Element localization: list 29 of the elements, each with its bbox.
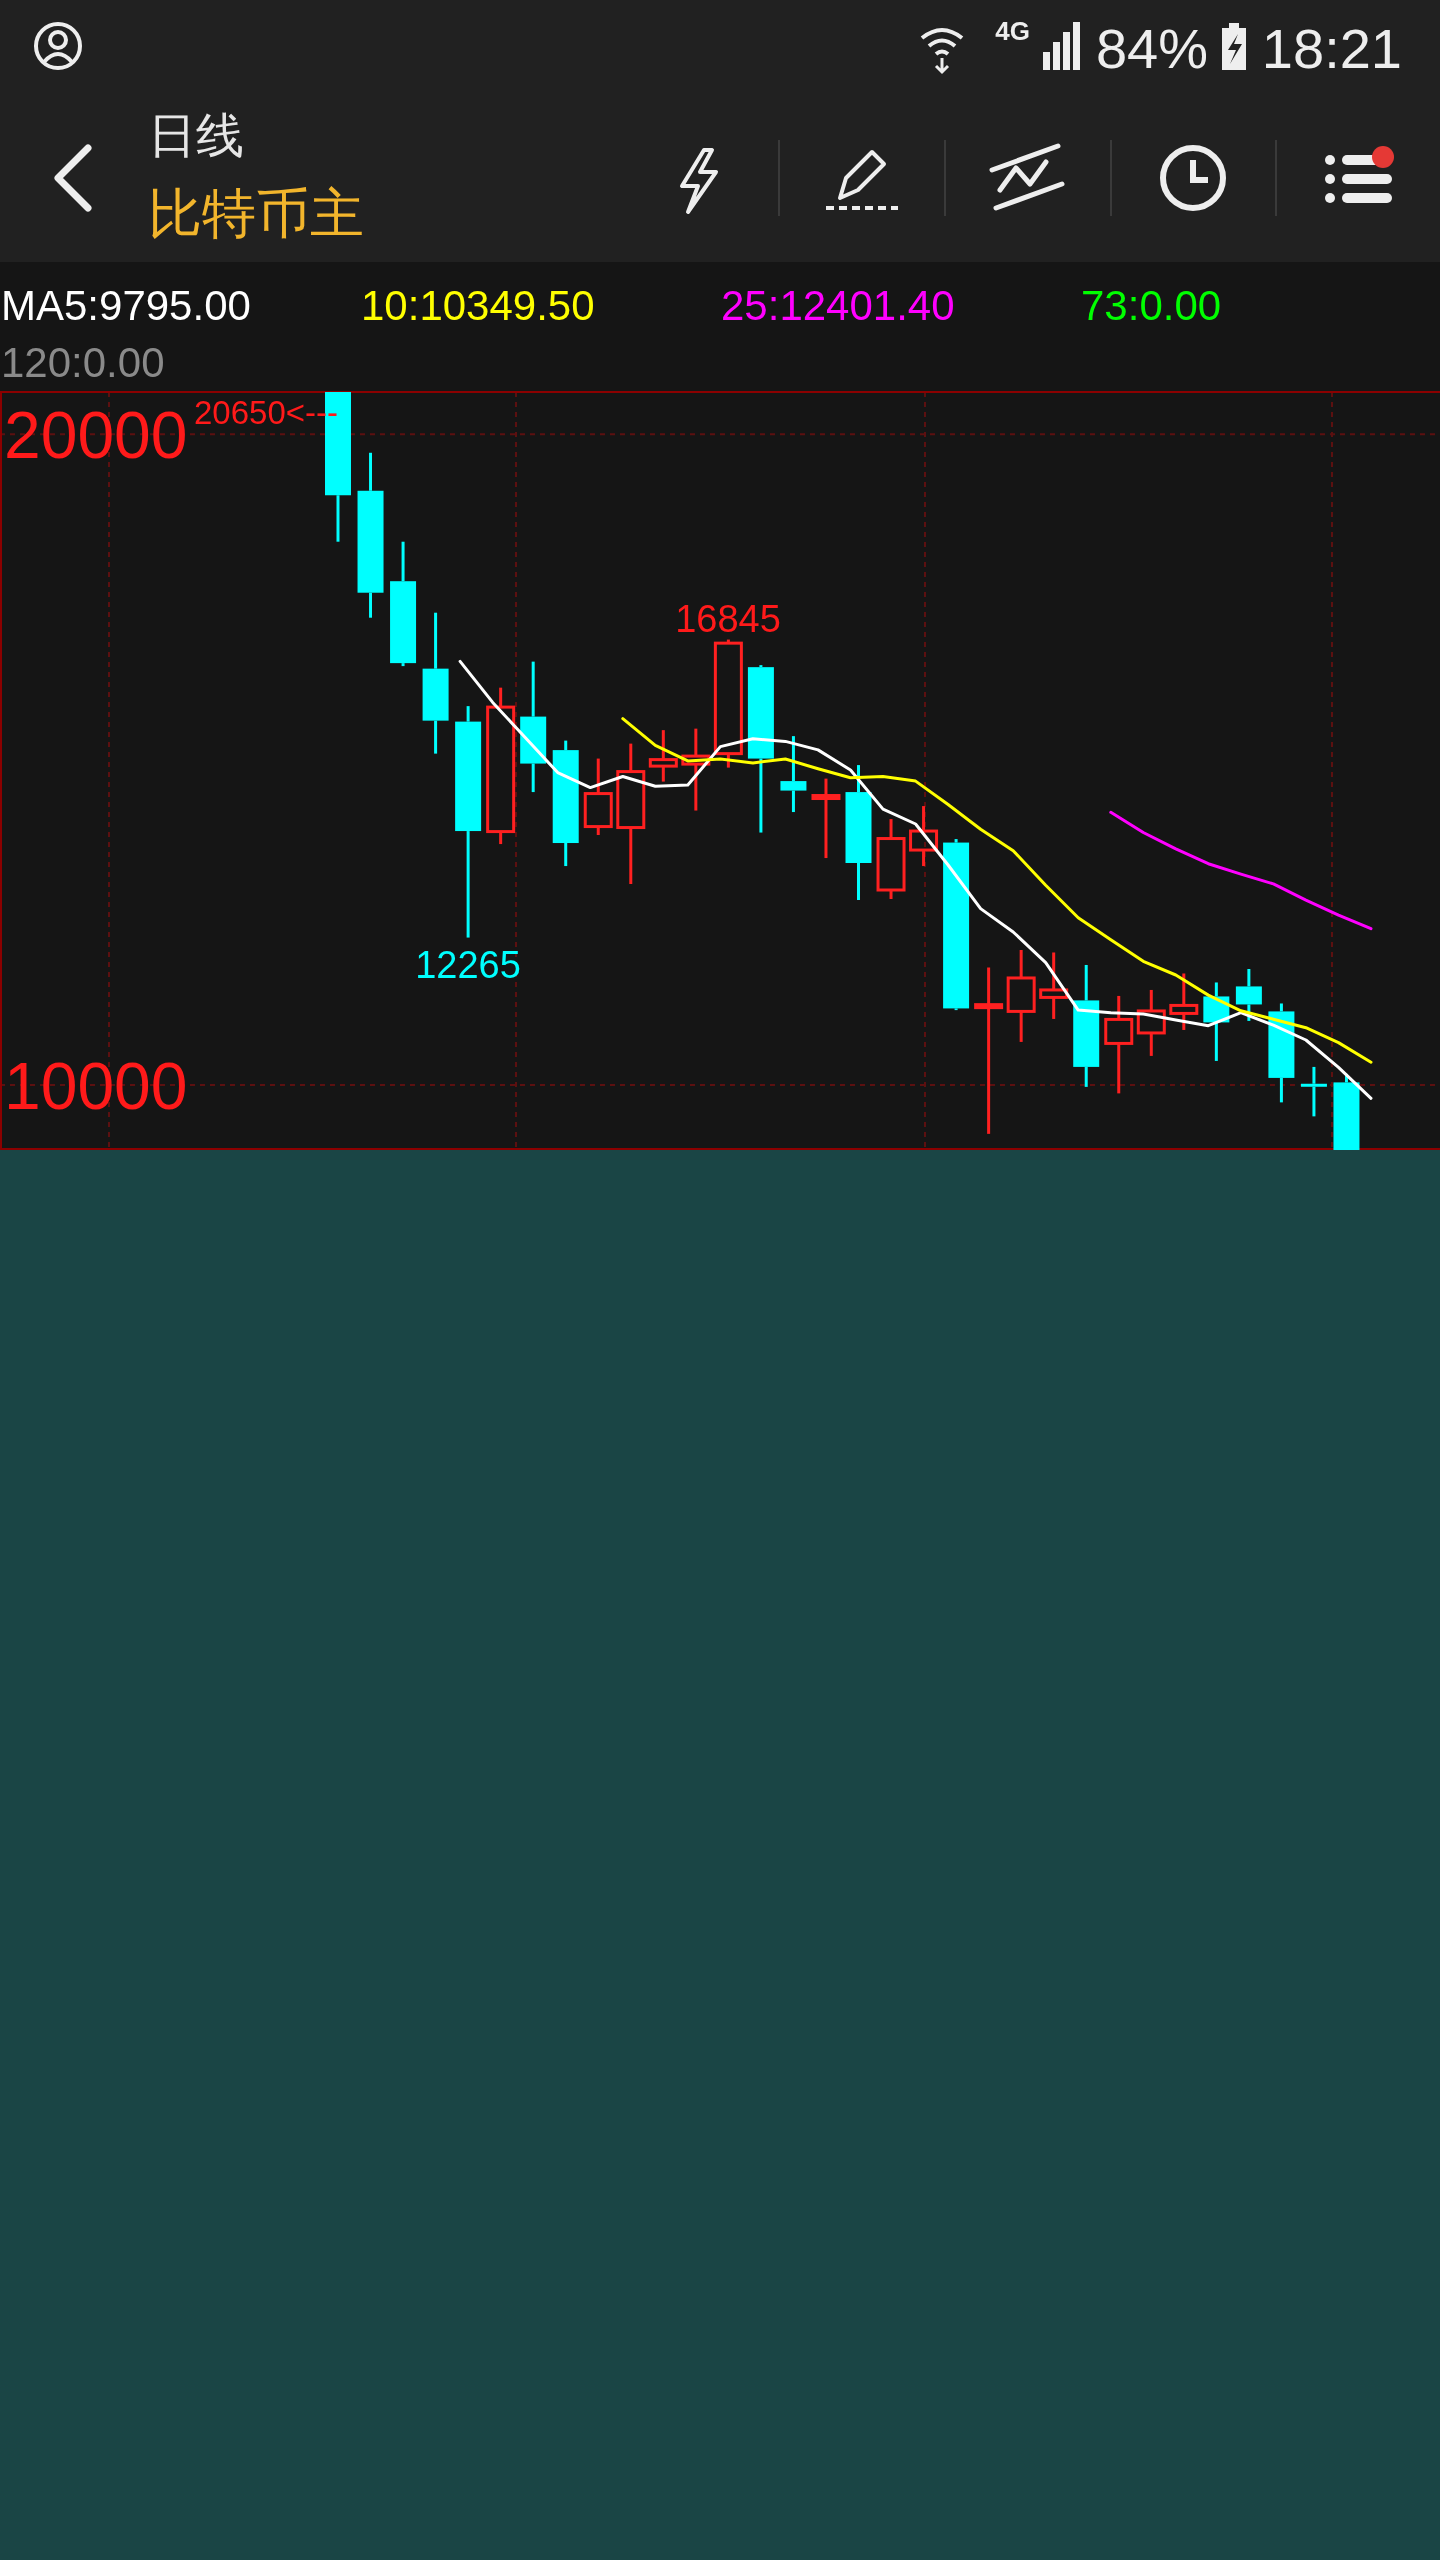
- candlestick: [1300, 1065, 1327, 1117]
- legend-label: 73:0.00: [1081, 282, 1222, 329]
- candlestick: [1073, 963, 1100, 1087]
- candlestick: [357, 451, 384, 618]
- candlestick: [1268, 1003, 1295, 1103]
- line-series: [1109, 810, 1373, 931]
- text: 4G: [995, 16, 1030, 46]
- candlestick: [552, 740, 579, 868]
- annotation: 16845: [675, 598, 781, 640]
- line-series: [621, 717, 1373, 1064]
- candlestick: [455, 706, 482, 938]
- text: 18:21: [1261, 17, 1402, 80]
- annotation: 12265: [415, 944, 521, 986]
- text: 25:12401.40: [721, 282, 955, 329]
- candlestick: [422, 612, 449, 754]
- candlestick: [520, 661, 547, 794]
- text: MA5:9795.00: [1, 282, 251, 329]
- y-tick-label: 20000: [4, 398, 188, 473]
- candlestick: [943, 839, 970, 1012]
- y-tick-label: 10000: [4, 1048, 188, 1123]
- legend-label: 120:0.00: [1, 339, 165, 386]
- candlestick: [780, 736, 807, 814]
- candlestick: [747, 665, 774, 833]
- text: 84%: [1095, 17, 1208, 80]
- candlestick: [390, 541, 417, 668]
- candlestick: [845, 765, 872, 901]
- chart-title: 日线: [148, 109, 244, 162]
- chart-subtitle: 比特币主: [148, 183, 364, 243]
- text: 10:10349.50: [361, 282, 595, 329]
